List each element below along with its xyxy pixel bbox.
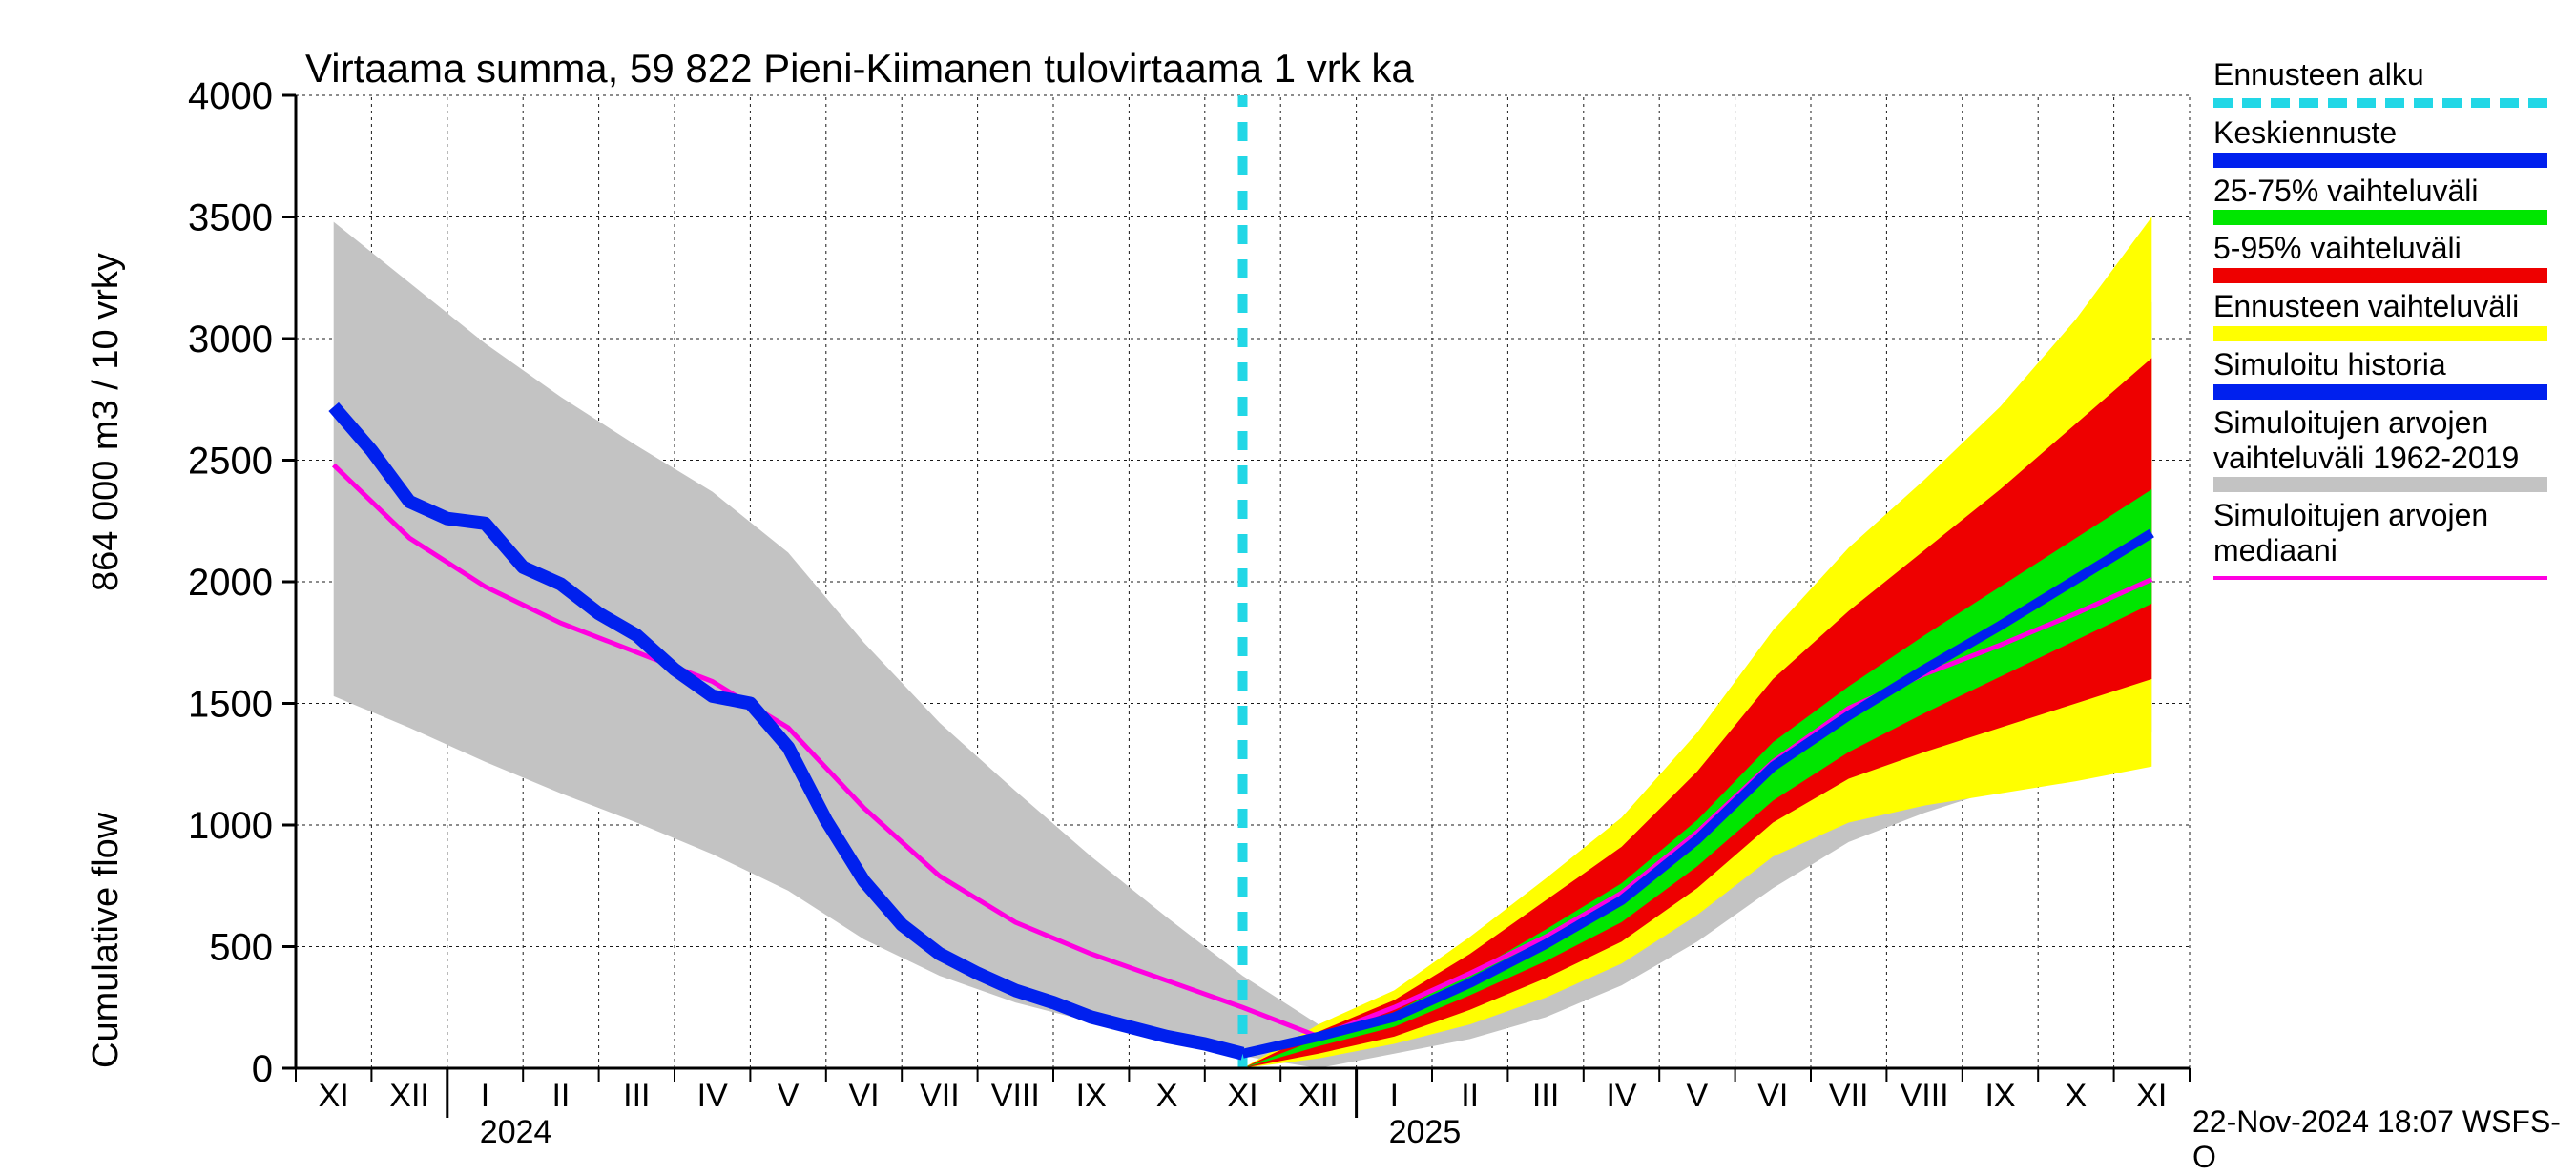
legend-label: Keskiennuste: [2213, 115, 2566, 151]
legend-label: Ennusteen vaihteluväli: [2213, 289, 2566, 324]
legend-label: Simuloitujen arvojen mediaani: [2213, 498, 2566, 568]
x-month-label: II: [1461, 1078, 1479, 1114]
legend-item: Keskiennuste: [2213, 115, 2566, 168]
x-month-label: IV: [697, 1078, 728, 1114]
y-tick-label: 3000: [188, 319, 273, 361]
x-month-label: I: [1390, 1078, 1399, 1114]
x-month-label: XII: [389, 1078, 429, 1114]
legend-label: Simuloitu historia: [2213, 347, 2566, 382]
x-month-label: XI: [2136, 1078, 2167, 1114]
y-tick-label: 1500: [188, 684, 273, 726]
legend-swatch: [2213, 477, 2547, 492]
legend-item: Ennusteen vaihteluväli: [2213, 289, 2566, 341]
y-tick-label: 500: [209, 927, 273, 969]
y-axis-label-bottom: Cumulative flow: [86, 813, 127, 1068]
legend-swatch: [2213, 98, 2547, 108]
legend-label: 25-75% vaihteluväli: [2213, 174, 2566, 209]
y-axis-label-top: 864 000 m3 / 10 vrky: [86, 253, 127, 591]
x-month-label: XI: [1227, 1078, 1257, 1114]
y-tick-label: 2500: [188, 441, 273, 483]
x-month-label: V: [1687, 1078, 1709, 1114]
y-tick-label: 1000: [188, 805, 273, 847]
x-month-label: IV: [1606, 1078, 1636, 1114]
y-tick-label: 2000: [188, 562, 273, 604]
legend-item: Simuloitujen arvojen mediaani: [2213, 498, 2566, 580]
x-month-label: VI: [1757, 1078, 1788, 1114]
legend-swatch: [2213, 326, 2547, 341]
x-month-label: VI: [848, 1078, 879, 1114]
x-month-label: X: [1156, 1078, 1178, 1114]
legend-swatch: [2213, 210, 2547, 225]
legend-item: Simuloitujen arvojen vaihteluväli 1962-2…: [2213, 405, 2566, 493]
x-month-label: XI: [319, 1078, 349, 1114]
x-year-label: 2025: [1389, 1114, 1462, 1144]
x-year-label: 2024: [480, 1114, 552, 1144]
x-month-label: III: [1532, 1078, 1559, 1114]
x-month-label: II: [551, 1078, 570, 1114]
y-tick-label: 0: [252, 1048, 273, 1090]
y-tick-label: 3500: [188, 197, 273, 239]
legend-item: 5-95% vaihteluväli: [2213, 231, 2566, 283]
x-month-label: V: [778, 1078, 800, 1114]
x-month-label: VIII: [991, 1078, 1040, 1114]
legend-swatch: [2213, 153, 2547, 168]
legend-swatch: [2213, 576, 2547, 580]
chart-plot: 05001000150020002500300035004000XIXIIIII…: [0, 0, 2576, 1144]
footer-timestamp: 22-Nov-2024 18:07 WSFS-O: [2192, 1104, 2576, 1175]
x-month-label: I: [481, 1078, 489, 1114]
x-month-label: VII: [920, 1078, 960, 1114]
x-month-label: X: [2066, 1078, 2088, 1114]
y-tick-label: 4000: [188, 75, 273, 117]
chart-title: Virtaama summa, 59 822 Pieni-Kiimanen tu…: [305, 46, 1414, 92]
x-month-label: VII: [1829, 1078, 1869, 1114]
legend-item: Simuloitu historia: [2213, 347, 2566, 400]
x-month-label: IX: [1076, 1078, 1107, 1114]
legend-label: 5-95% vaihteluväli: [2213, 231, 2566, 266]
x-month-label: III: [623, 1078, 650, 1114]
legend: Ennusteen alku Keskiennuste 25-75% vaihtel…: [2213, 57, 2566, 589]
legend-swatch: [2213, 384, 2547, 400]
legend-item: Ennusteen alku: [2213, 57, 2566, 108]
x-month-label: VIII: [1901, 1078, 1949, 1114]
legend-label: Ennusteen alku: [2213, 57, 2566, 93]
x-month-label: XII: [1298, 1078, 1339, 1114]
x-month-label: IX: [1984, 1078, 2015, 1114]
legend-item: 25-75% vaihteluväli: [2213, 174, 2566, 226]
legend-label: Simuloitujen arvojen vaihteluväli 1962-2…: [2213, 405, 2566, 476]
legend-swatch: [2213, 268, 2547, 283]
